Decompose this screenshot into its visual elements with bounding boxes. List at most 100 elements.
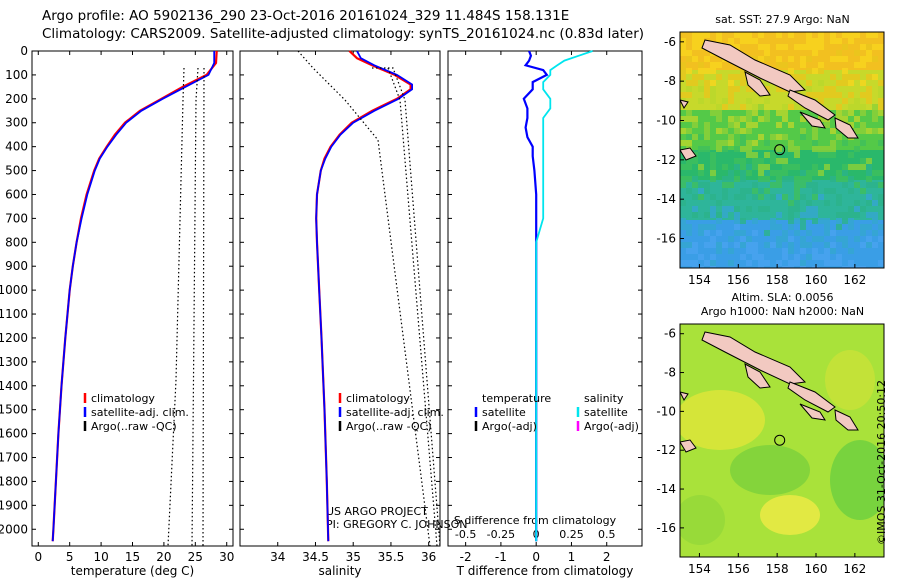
sst-pixel <box>716 116 722 122</box>
sst-pixel <box>716 230 722 236</box>
sst-pixel <box>740 104 746 110</box>
sst-pixel <box>686 176 692 182</box>
sst-pixel <box>794 200 800 206</box>
sst-pixel <box>770 170 776 176</box>
sst-pixel <box>872 242 878 248</box>
sst-pixel <box>746 32 752 38</box>
difference-series-salinity-satellite <box>535 50 593 542</box>
sst-pixel <box>770 218 776 224</box>
sst-pixel <box>746 116 752 122</box>
sst-pixel <box>692 158 698 164</box>
sst-pixel <box>866 56 872 62</box>
sst-pixel <box>728 38 734 44</box>
sst-pixel <box>800 176 806 182</box>
sst-pixel <box>740 164 746 170</box>
sst-pixel <box>698 194 704 200</box>
sst-pixel <box>800 248 806 254</box>
sst-pixel <box>830 242 836 248</box>
sst-pixel <box>740 32 746 38</box>
sst-pixel <box>794 74 800 80</box>
sst-pixel <box>716 32 722 38</box>
sst-pixel <box>806 176 812 182</box>
sst-pixel <box>842 140 848 146</box>
sst-pixel <box>830 140 836 146</box>
sst-pixel <box>860 56 866 62</box>
sst-pixel <box>788 68 794 74</box>
sst-pixel <box>782 104 788 110</box>
sst-pixel <box>842 116 848 122</box>
island-shape <box>787 89 836 121</box>
sst-pixel <box>746 110 752 116</box>
sst-pixel <box>704 224 710 230</box>
sst-pixel <box>806 206 812 212</box>
sst-pixel <box>878 140 884 146</box>
sst-pixel <box>698 146 704 152</box>
sst-pixel <box>686 230 692 236</box>
island-shape <box>701 39 807 93</box>
sst-pixel <box>758 194 764 200</box>
sst-pixel <box>860 80 866 86</box>
sst-pixel <box>830 188 836 194</box>
salinity-xtick-label: 35.5 <box>378 550 405 564</box>
sst-pixel <box>680 200 686 206</box>
sst-pixel <box>860 230 866 236</box>
sst-pixel <box>836 212 842 218</box>
sst-pixel <box>818 44 824 50</box>
sst-pixel <box>758 170 764 176</box>
sst-pixel <box>848 218 854 224</box>
sst-pixel <box>680 50 686 56</box>
sst-pixel <box>866 86 872 92</box>
sst-pixel <box>740 158 746 164</box>
sst-pixel <box>872 230 878 236</box>
sst-pixel <box>704 146 710 152</box>
sst-pixel <box>812 170 818 176</box>
sst-pixel <box>860 224 866 230</box>
sst-pixel <box>794 104 800 110</box>
sst-pixel <box>722 206 728 212</box>
sst-pixel <box>866 164 872 170</box>
sst-pixel <box>764 242 770 248</box>
sst-pixel <box>716 242 722 248</box>
temperature-legend-item: Argo(..raw -QC) <box>91 420 177 433</box>
sst-pixel <box>842 110 848 116</box>
sst-pixel <box>752 230 758 236</box>
sst-pixel <box>764 86 770 92</box>
sst-pixel <box>800 242 806 248</box>
sst-pixel <box>878 44 884 50</box>
sst-pixel <box>836 134 842 140</box>
depth-tick-label: 400 <box>5 140 28 154</box>
sst-pixel <box>854 236 860 242</box>
salinity-axes-frame <box>239 50 441 547</box>
sst-pixel <box>872 212 878 218</box>
sst-pixel <box>860 104 866 110</box>
sst-pixel <box>788 206 794 212</box>
sst-pixel <box>848 260 854 266</box>
sst-pixel <box>806 200 812 206</box>
sst-pixel <box>836 50 842 56</box>
sst-pixel <box>686 134 692 140</box>
sst-pixel <box>806 170 812 176</box>
depth-tick-label: 1900 <box>0 498 28 512</box>
sst-pixel <box>776 182 782 188</box>
sst-pixel <box>872 110 878 116</box>
sst-pixel <box>866 50 872 56</box>
sst-pixel <box>722 212 728 218</box>
sst-pixel <box>716 146 722 152</box>
island-shape <box>787 381 836 413</box>
sst-pixel <box>698 182 704 188</box>
sst-pixel <box>854 266 860 268</box>
sst-pixel <box>686 158 692 164</box>
sst-pixel <box>698 230 704 236</box>
temperature-xtick-label: 30 <box>219 550 234 564</box>
island-shape <box>834 409 859 431</box>
temperature-xtick-label: 25 <box>188 550 203 564</box>
sst-pixel <box>878 194 884 200</box>
sst-pixel <box>854 50 860 56</box>
figure-title-line1: Argo profile: AO 5902136_290 23-Oct-2016… <box>42 8 570 24</box>
difference-s-tick-label: -0.5 <box>455 528 476 541</box>
sst-pixel <box>800 212 806 218</box>
sst-pixel <box>710 68 716 74</box>
sst-pixel <box>800 128 806 134</box>
sst-pixel <box>854 104 860 110</box>
sst-pixel <box>848 176 854 182</box>
